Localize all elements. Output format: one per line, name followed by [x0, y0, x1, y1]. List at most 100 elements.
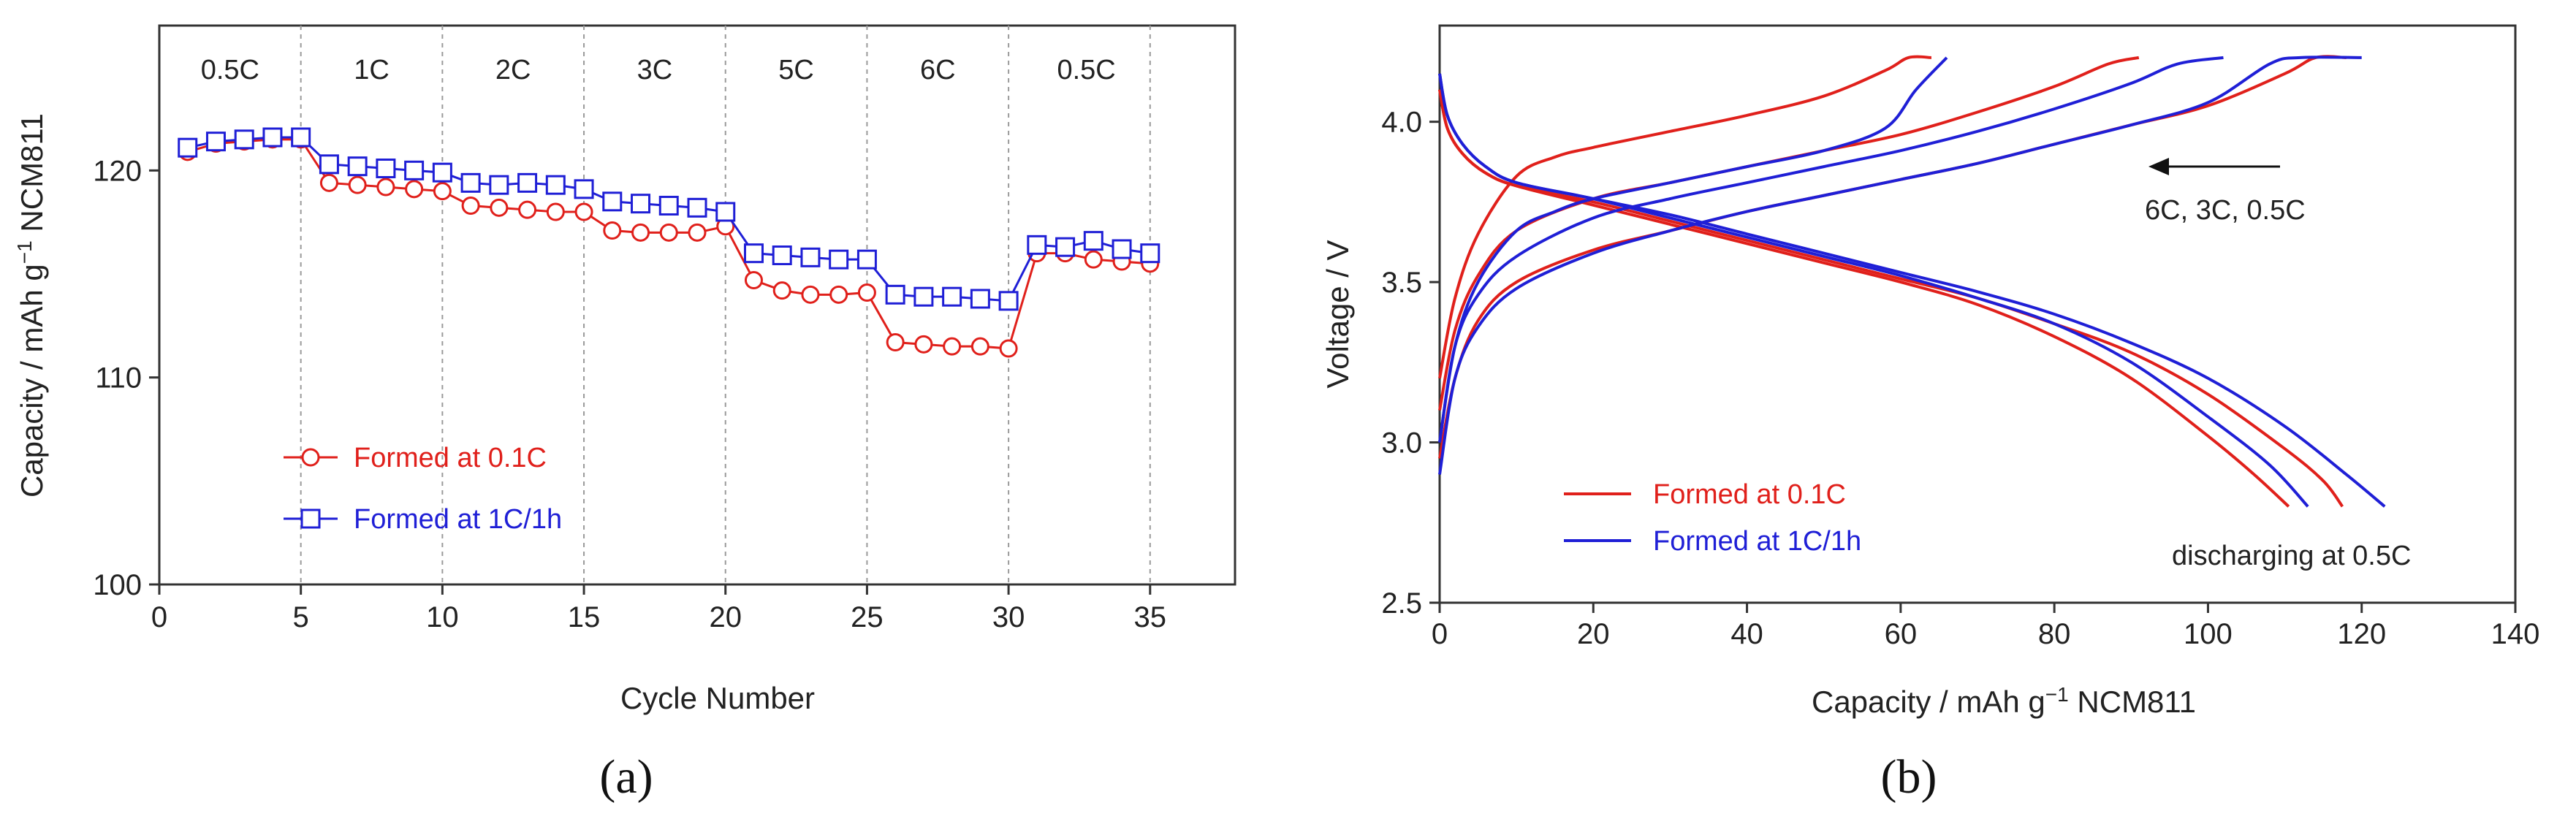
data-point-square	[545, 175, 566, 195]
panel-b-series	[1438, 55, 2386, 508]
panel-a-x-axis-title: Cycle Number	[620, 681, 815, 715]
series-formed-1c-1h	[1438, 56, 2386, 508]
data-point-square	[347, 156, 368, 177]
x-tick-label: 100	[2184, 618, 2233, 650]
series-square	[178, 127, 1160, 311]
data-point-square	[1140, 243, 1160, 264]
panel-a-y-ticks: 100 110 120	[93, 155, 159, 601]
panel-a-x-ticks: 0 5 10 15 20 25 30 35	[151, 584, 1166, 633]
data-point-circle	[857, 283, 876, 302]
legend-marker-circle	[301, 448, 320, 467]
panel-a-rate-boundaries	[300, 26, 1151, 584]
legend-label-formed-1c-1h: Formed at 1C/1h	[1653, 526, 1861, 557]
x-tick-label: 20	[709, 601, 742, 633]
x-tick-label: 60	[1885, 618, 1918, 650]
data-point-circle	[772, 281, 791, 300]
data-point-circle	[490, 198, 509, 217]
data-point-square	[376, 159, 396, 178]
data-point-circle	[405, 180, 424, 199]
charge-curve-05c	[1438, 56, 2362, 475]
data-point-square	[262, 127, 283, 148]
x-tick-label: 35	[1134, 601, 1167, 633]
data-point-square	[715, 202, 736, 222]
data-point-square	[687, 197, 707, 218]
data-point-square	[1055, 237, 1076, 257]
data-point-square	[178, 137, 198, 158]
data-point-circle	[999, 339, 1018, 358]
data-point-circle	[886, 333, 905, 351]
y-tick-label: 120	[93, 155, 142, 187]
data-point-square	[234, 129, 254, 150]
rate-label: 0.5C	[201, 55, 259, 85]
panel-b-legend: Formed at 0.1C Formed at 1C/1h	[1564, 479, 1861, 557]
data-point-circle	[801, 285, 820, 304]
data-point-square	[942, 286, 962, 307]
panel-b-y-axis-title: Voltage / V	[1321, 240, 1355, 388]
data-point-circle	[943, 337, 962, 356]
data-point-circle	[574, 202, 593, 221]
data-point-circle	[631, 223, 650, 242]
rate-label: 3C	[637, 55, 673, 85]
charge-curve-6c	[1438, 55, 1931, 379]
panel-a-chart: 0.5C 1C 2C 3C 5C 6C 0.5C 0 5 10 15 20 25 30 35 100 110…	[13, 24, 1236, 804]
y-tick-label: 100	[93, 569, 142, 601]
charge-curve-3c	[1438, 56, 2224, 443]
data-point-circle	[376, 178, 395, 197]
panel-b-caption: (b)	[1881, 750, 1937, 804]
panel-a-caption: (a)	[599, 750, 653, 804]
data-point-square	[1112, 239, 1132, 259]
panel-a-series	[178, 127, 1160, 358]
data-point-square	[517, 172, 538, 193]
y-tick-label: 4.0	[1381, 107, 1422, 139]
data-point-square	[432, 162, 452, 183]
annotation-rates-text: 6C, 3C, 0.5C	[2145, 195, 2306, 226]
panel-a-rate-labels: 0.5C 1C 2C 3C 5C 6C 0.5C	[201, 55, 1116, 85]
data-point-circle	[744, 271, 763, 289]
panel-a-plot-frame	[158, 24, 1236, 586]
data-point-square	[291, 127, 311, 148]
panel-b-x-ticks: 0 20 40 60 80 100 120 140	[1432, 603, 2539, 650]
data-point-circle	[518, 200, 537, 219]
data-point-square	[489, 175, 509, 195]
data-point-square	[1083, 231, 1103, 251]
x-tick-label: 40	[1730, 618, 1763, 650]
panel-b-x-axis-title: Capacity / mAh g−1 NCM811	[1812, 683, 2196, 720]
x-tick-label: 30	[992, 601, 1025, 633]
annotation-arrowhead-icon	[2148, 158, 2169, 175]
rate-label: 5C	[778, 55, 814, 85]
data-point-square	[856, 249, 877, 270]
rate-label: 0.5C	[1057, 55, 1115, 85]
legend-label-formed-0.1c: Formed at 0.1C	[1653, 479, 1846, 510]
data-point-square	[319, 154, 339, 175]
discharge-curve	[1438, 73, 2386, 508]
x-tick-label: 10	[426, 601, 459, 633]
panel-b-chart: 0 20 40 60 80 100 120 140 2.5 3.0 3.5 4.0 Capacity…	[1321, 24, 2539, 804]
panel-b-plot-frame	[1438, 24, 2517, 604]
rate-label: 2C	[495, 55, 531, 85]
y-tick-label: 3.0	[1381, 427, 1422, 460]
x-tick-label: 0	[1432, 618, 1448, 650]
panel-a-y-axis-title: Capacity / mAh g−1 NCM811	[13, 113, 50, 498]
x-tick-label: 120	[2337, 618, 2386, 650]
legend-label-formed-1c-1h: Formed at 1C/1h	[354, 504, 562, 535]
panel-b-y-ticks: 2.5 3.0 3.5 4.0	[1381, 107, 1440, 620]
data-point-square	[800, 247, 821, 267]
x-tick-label: 5	[293, 601, 309, 633]
data-point-circle	[546, 202, 565, 221]
data-point-square	[631, 194, 651, 214]
data-point-square	[772, 245, 792, 265]
panel-b-rate-annotation: 6C, 3C, 0.5C	[2145, 158, 2306, 226]
data-point-square	[885, 284, 905, 305]
x-tick-label: 80	[2038, 618, 2071, 650]
data-point-square	[658, 196, 679, 216]
data-point-circle	[970, 337, 989, 356]
data-point-circle	[603, 221, 622, 240]
data-point-circle	[914, 335, 933, 354]
data-point-square	[913, 286, 934, 307]
data-point-circle	[319, 173, 338, 192]
x-tick-label: 20	[1577, 618, 1610, 650]
y-tick-label: 110	[95, 362, 142, 395]
data-point-square	[970, 289, 990, 309]
legend-label-formed-0.1c: Formed at 0.1C	[354, 443, 547, 473]
